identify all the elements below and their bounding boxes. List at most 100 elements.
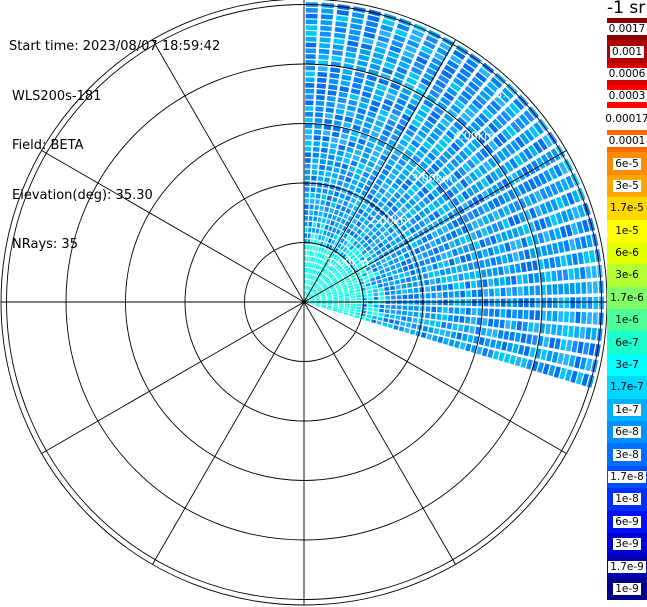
range-gate bbox=[393, 257, 400, 264]
range-gate bbox=[355, 168, 363, 175]
range-gate bbox=[501, 128, 512, 141]
range-gate bbox=[429, 131, 440, 141]
range-gate bbox=[589, 250, 596, 263]
range-gate bbox=[556, 324, 563, 336]
range-gate bbox=[470, 280, 477, 289]
range-gate bbox=[535, 297, 541, 308]
range-gate bbox=[450, 142, 461, 152]
range-gate bbox=[339, 303, 344, 306]
range-ring-label: 2.00km bbox=[369, 214, 411, 227]
range-gate bbox=[368, 297, 373, 301]
range-gate bbox=[460, 178, 469, 189]
range-gate bbox=[496, 114, 508, 126]
range-gate bbox=[371, 218, 378, 225]
range-gate bbox=[409, 208, 417, 216]
range-gate bbox=[382, 277, 388, 283]
range-gate bbox=[363, 227, 370, 234]
range-gate bbox=[338, 174, 345, 181]
range-gate bbox=[541, 297, 547, 308]
range-gate bbox=[436, 101, 448, 111]
range-gate bbox=[383, 282, 389, 287]
range-gate bbox=[306, 256, 309, 262]
colorbar-tick-label: 3e-9 bbox=[613, 538, 641, 551]
ray bbox=[304, 249, 602, 302]
range-gate bbox=[384, 191, 392, 199]
range-gate bbox=[344, 303, 350, 306]
range-gate bbox=[518, 151, 529, 163]
range-gate bbox=[379, 296, 385, 300]
range-gate bbox=[387, 209, 395, 217]
range-gate bbox=[344, 293, 350, 297]
range-gate bbox=[415, 150, 425, 159]
range-gate bbox=[309, 295, 313, 299]
range-gate bbox=[516, 169, 526, 181]
range-gate bbox=[329, 148, 336, 155]
range-gate bbox=[307, 274, 310, 279]
range-gate bbox=[311, 288, 315, 293]
range-gate bbox=[501, 147, 511, 158]
range-gate bbox=[486, 104, 498, 116]
range-gate bbox=[452, 323, 458, 331]
range-gate bbox=[309, 280, 313, 286]
range-gate bbox=[305, 36, 317, 42]
range-gate bbox=[319, 159, 327, 165]
range-gate bbox=[378, 29, 392, 38]
range-gate bbox=[356, 274, 362, 280]
range-gate bbox=[443, 337, 449, 345]
range-gate bbox=[366, 286, 372, 290]
colorbar-cell: 0.0001 bbox=[606, 129, 647, 153]
range-gate bbox=[375, 230, 382, 237]
range-gate bbox=[315, 298, 321, 300]
range-gate bbox=[492, 210, 501, 221]
range-gate bbox=[344, 152, 352, 159]
range-gate bbox=[426, 167, 436, 176]
range-gate bbox=[576, 297, 581, 309]
colorbar-cell: 3e-6 bbox=[607, 264, 647, 287]
range-gate bbox=[459, 342, 466, 350]
range-gate bbox=[334, 27, 347, 33]
range-gate bbox=[330, 287, 336, 291]
colorbar-tick-label: 6e-5 bbox=[613, 157, 641, 170]
range-gate bbox=[329, 72, 340, 79]
range-gate bbox=[359, 48, 371, 56]
range-gate bbox=[448, 174, 458, 184]
range-gate bbox=[349, 184, 356, 191]
range-gate bbox=[330, 67, 341, 73]
range-gate bbox=[378, 78, 389, 86]
range-gate bbox=[532, 234, 539, 245]
range-gate bbox=[319, 241, 324, 247]
range-gate bbox=[311, 289, 316, 293]
range-gate bbox=[462, 62, 475, 74]
range-gate bbox=[345, 51, 357, 59]
range-gate bbox=[448, 339, 455, 347]
range-gate bbox=[501, 254, 508, 264]
range-gate bbox=[563, 311, 569, 323]
range-gate bbox=[373, 296, 379, 300]
range-gate bbox=[415, 88, 426, 97]
range-gate bbox=[309, 274, 312, 280]
range-gate bbox=[534, 190, 543, 202]
colorbar-cell: 3e-8 bbox=[607, 443, 647, 466]
range-gate bbox=[477, 289, 483, 297]
range-gate bbox=[501, 178, 511, 189]
range-gate bbox=[479, 239, 486, 248]
range-gate bbox=[326, 219, 331, 225]
range-gate bbox=[486, 81, 499, 93]
range-gate bbox=[489, 288, 494, 297]
range-gate bbox=[401, 168, 410, 177]
range-gate bbox=[354, 71, 365, 79]
range-gate bbox=[528, 125, 540, 138]
range-gate bbox=[523, 209, 532, 221]
range-gate bbox=[357, 107, 367, 115]
range-gate bbox=[470, 317, 477, 325]
range-gate bbox=[327, 300, 333, 302]
range-gate bbox=[521, 166, 531, 178]
range-gate bbox=[327, 302, 333, 305]
range-gate bbox=[548, 229, 556, 241]
range-gate bbox=[412, 317, 418, 323]
range-gate bbox=[310, 300, 315, 302]
range-gate bbox=[345, 267, 351, 272]
range-gate bbox=[306, 291, 308, 296]
range-gate bbox=[316, 252, 320, 258]
range-gate bbox=[543, 258, 550, 269]
